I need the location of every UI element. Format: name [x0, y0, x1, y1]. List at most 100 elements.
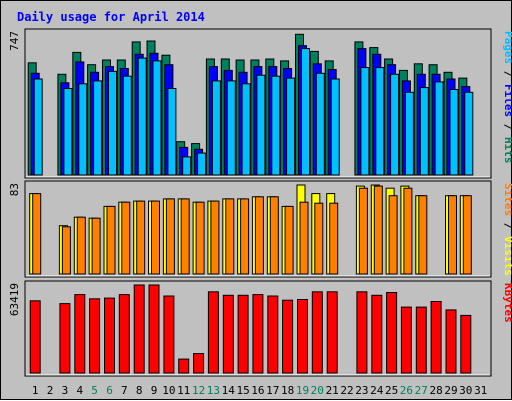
bar-sites-day-14	[225, 198, 235, 275]
bar-kbytes-day-12	[193, 353, 205, 374]
bar-kbytes-day-27	[415, 306, 427, 374]
bar-sites-day-21	[329, 202, 339, 275]
bar-sites-day-11	[180, 198, 190, 275]
bar-pages-day-18	[286, 77, 296, 176]
bar-sites-day-6	[106, 205, 116, 275]
bar-kbytes-day-7	[118, 294, 130, 374]
x-tick-label: 30	[459, 384, 472, 397]
x-tick-label: 1	[32, 384, 39, 397]
bar-kbytes-day-20	[311, 291, 323, 374]
bar-pages-day-4	[78, 83, 88, 176]
bar-sites-day-8	[136, 200, 146, 275]
bar-pages-day-8	[137, 57, 147, 176]
bar-kbytes-day-30	[460, 314, 472, 374]
bar-kbytes-day-23	[356, 291, 368, 374]
bar-pages-day-23	[360, 67, 370, 176]
bar-kbytes-day-14	[222, 294, 234, 374]
bar-pages-day-30	[464, 91, 474, 176]
bar-sites-day-5	[91, 217, 101, 275]
bar-pages-day-21	[330, 78, 340, 176]
panel-max-label: 63419	[8, 283, 21, 316]
legend-entry: /	[502, 117, 512, 137]
panel-legend-label: Sites / Visits	[502, 183, 512, 276]
x-tick-label: 29	[444, 384, 457, 397]
bar-sites-day-16	[254, 196, 264, 275]
x-tick-label: 17	[266, 384, 279, 397]
bar-pages-day-16	[256, 74, 266, 176]
bar-pages-day-1	[33, 78, 43, 176]
legend-entry: KBytes	[502, 283, 512, 323]
bar-pages-day-25	[390, 73, 400, 176]
bar-sites-day-10	[165, 198, 175, 275]
x-tick-label: 8	[136, 384, 143, 397]
x-tick-label: 13	[207, 384, 220, 397]
x-tick-label: 24	[370, 384, 384, 397]
legend-entry: Visits	[502, 236, 512, 276]
x-tick-label: 6	[106, 384, 113, 397]
bar-sites-day-29	[448, 195, 457, 275]
bar-kbytes-day-17	[267, 295, 279, 374]
bar-sites-day-15	[240, 198, 250, 275]
x-tick-label: 3	[62, 384, 69, 397]
bar-sites-day-12	[195, 201, 205, 275]
panel-max-label: 747	[8, 31, 21, 51]
x-tick-label: 20	[311, 384, 324, 397]
bar-sites-day-27	[418, 195, 428, 275]
bar-pages-day-7	[122, 75, 132, 176]
bar-kbytes-day-18	[282, 299, 294, 374]
bar-kbytes-day-11	[178, 358, 190, 374]
x-tick-label: 5	[91, 384, 98, 397]
bar-pages-day-13	[211, 80, 221, 176]
bar-pages-day-6	[108, 70, 117, 176]
bar-sites-day-25	[388, 195, 398, 275]
bar-pages-day-28	[434, 81, 444, 176]
bar-kbytes-day-9	[148, 284, 160, 374]
bar-sites-day-30	[462, 195, 472, 275]
x-tick-label: 18	[281, 384, 294, 397]
x-tick-label: 11	[177, 384, 190, 397]
bar-kbytes-day-1	[29, 300, 41, 374]
bar-sites-day-23	[358, 187, 368, 275]
bar-sites-day-7	[121, 201, 131, 275]
chart-title: Daily usage for April 2014	[17, 10, 205, 24]
bar-pages-day-15	[241, 83, 251, 176]
x-tick-label: 25	[385, 384, 398, 397]
x-tick-label: 27	[415, 384, 428, 397]
bar-pages-day-29	[449, 89, 459, 176]
bar-sites-day-13	[210, 200, 220, 275]
legend-entry: Files	[502, 84, 512, 117]
bar-kbytes-day-4	[74, 294, 86, 374]
bar-kbytes-day-3	[59, 303, 71, 374]
legend-entry: /	[502, 64, 512, 84]
bar-kbytes-day-26	[400, 306, 412, 374]
bar-sites-day-4	[76, 216, 86, 275]
bar-kbytes-day-24	[371, 294, 383, 374]
bar-kbytes-day-25	[386, 292, 398, 374]
bar-sites-day-26	[403, 187, 413, 275]
x-tick-label: 23	[355, 384, 368, 397]
bar-sites-day-20	[314, 202, 324, 275]
bar-pages-day-10	[167, 88, 177, 176]
x-tick-label: 21	[326, 384, 339, 397]
bar-sites-day-3	[61, 226, 71, 275]
bar-sites-day-18	[284, 205, 294, 275]
panel-max-label: 83	[8, 183, 21, 196]
x-tick-label: 31	[474, 384, 487, 397]
bar-sites-day-19	[299, 201, 309, 275]
bar-kbytes-day-15	[237, 294, 249, 374]
x-tick-label: 15	[236, 384, 249, 397]
bar-pages-day-9	[152, 60, 162, 176]
bar-kbytes-day-21	[326, 291, 338, 374]
bar-sites-day-17	[269, 196, 279, 275]
bar-pages-day-12	[197, 152, 207, 176]
x-tick-label: 16	[251, 384, 264, 397]
x-tick-label: 19	[296, 384, 309, 397]
bar-sites-day-24	[373, 185, 383, 275]
x-tick-label: 12	[192, 384, 205, 397]
bar-pages-day-5	[93, 80, 103, 176]
bar-kbytes-day-19	[297, 299, 308, 374]
bar-kbytes-day-6	[104, 297, 115, 374]
bar-pages-day-17	[271, 75, 281, 176]
x-tick-label: 28	[429, 384, 442, 397]
